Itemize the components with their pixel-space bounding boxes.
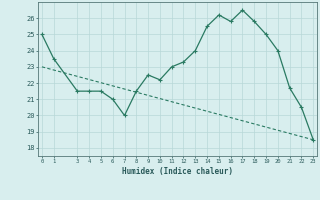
X-axis label: Humidex (Indice chaleur): Humidex (Indice chaleur) bbox=[122, 167, 233, 176]
